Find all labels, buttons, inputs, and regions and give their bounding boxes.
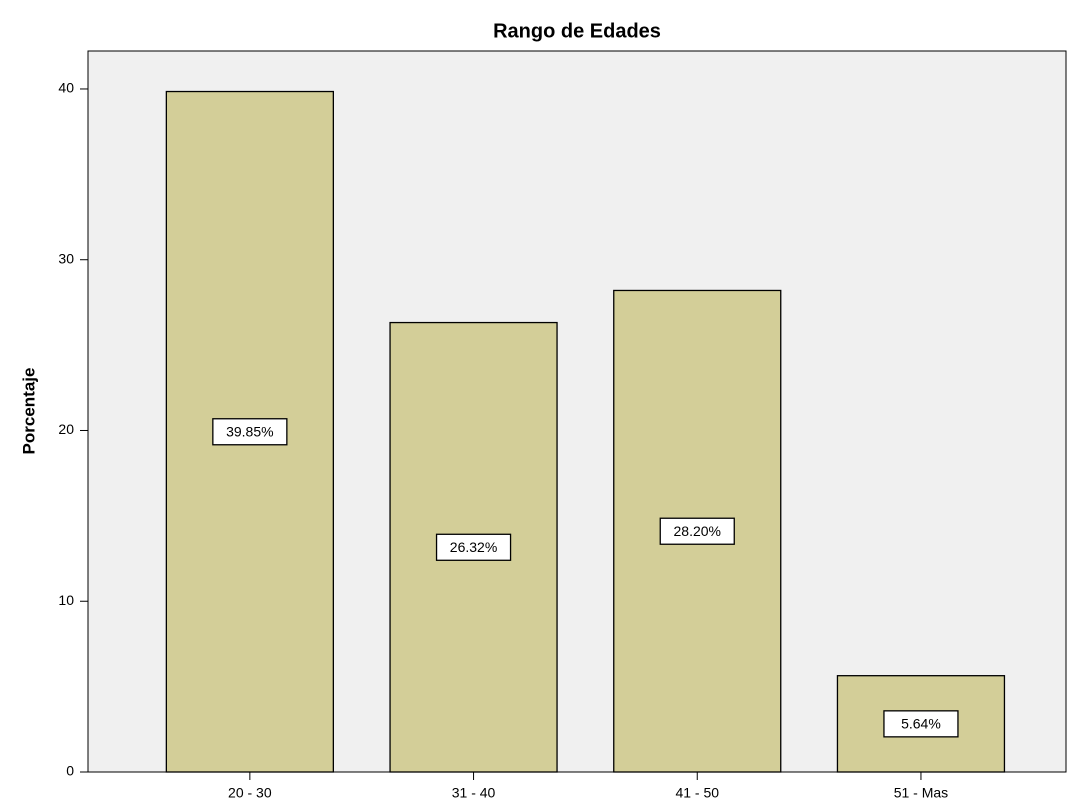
data-label-box <box>883 710 959 738</box>
x-tick-label: 51 - Mas <box>894 785 948 801</box>
y-axis-label: Porcentaje <box>19 368 38 455</box>
y-tick-label: 10 <box>58 592 74 608</box>
data-label: 5.64% <box>901 716 941 732</box>
data-label: 28.20% <box>674 523 721 539</box>
x-tick-label: 20 - 30 <box>228 785 272 801</box>
data-label-box <box>435 533 512 561</box>
data-label-box <box>659 517 735 545</box>
chart-title: Rango de Edades <box>493 20 661 42</box>
y-tick-label: 40 <box>58 80 74 96</box>
data-label: 39.85% <box>226 423 273 439</box>
data-label-box <box>212 418 288 446</box>
y-tick-label: 0 <box>66 763 74 779</box>
y-tick-label: 30 <box>58 250 74 266</box>
y-tick-label: 20 <box>58 421 74 437</box>
data-label: 26.32% <box>450 539 497 555</box>
x-tick-label: 31 - 40 <box>452 785 496 801</box>
x-tick-label: 41 - 50 <box>675 785 719 801</box>
